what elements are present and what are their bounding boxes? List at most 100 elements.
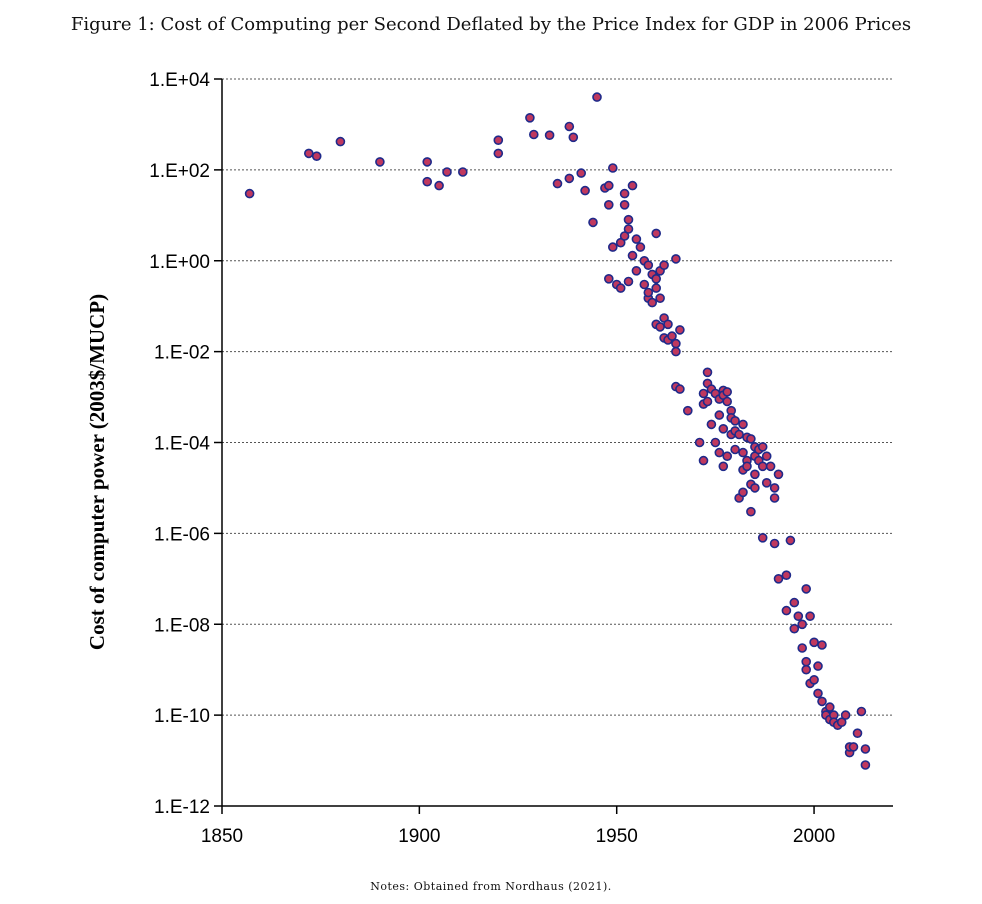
- data-point: [801, 584, 812, 594]
- data-point: [702, 396, 713, 407]
- data-point: [805, 611, 815, 622]
- data-point: [757, 461, 768, 472]
- data-point: [793, 611, 804, 622]
- data-point: [817, 640, 827, 650]
- data-point: [718, 461, 729, 472]
- data-point: [813, 661, 823, 671]
- data-point: [750, 469, 760, 480]
- data-point: [817, 696, 827, 707]
- data-point: [564, 173, 575, 184]
- y-tick-label: 1.E-12: [154, 797, 210, 818]
- data-point: [773, 573, 784, 584]
- data-point: [738, 487, 748, 498]
- data-point: [781, 570, 792, 581]
- data-point: [714, 410, 725, 420]
- data-point: [528, 129, 539, 140]
- data-point: [619, 188, 630, 199]
- y-axis-title: Cost of computer power (2003$/MUCP): [85, 294, 109, 650]
- data-point: [813, 688, 823, 699]
- data-point: [840, 710, 851, 720]
- data-point: [675, 325, 685, 335]
- data-point: [750, 483, 760, 493]
- figure-title: Figure 1: Cost of Computing per Second D…: [70, 14, 912, 35]
- data-point: [651, 228, 662, 239]
- data-point: [809, 674, 819, 685]
- data-point: [639, 279, 650, 290]
- data-point: [588, 217, 598, 228]
- data-point: [797, 619, 808, 630]
- data-point: [631, 265, 642, 276]
- y-tick-label: 1.E-06: [154, 524, 210, 545]
- data-point: [746, 506, 756, 517]
- data-point: [789, 623, 800, 634]
- data-point: [730, 444, 740, 455]
- data-point: [655, 322, 665, 332]
- data-point: [757, 442, 768, 452]
- data-point: [607, 163, 618, 173]
- data-point: [809, 637, 819, 648]
- x-tick-label: 1850: [201, 826, 243, 847]
- data-point: [525, 113, 535, 123]
- data-point: [734, 429, 744, 440]
- data-point: [667, 331, 677, 341]
- y-tick-label: 1.E+00: [149, 252, 210, 273]
- figure-notes: Notes: Obtained from Nordhaus (2021).: [370, 880, 612, 893]
- axes: [214, 78, 893, 814]
- data-point: [785, 535, 796, 546]
- y-tick-label: 1.E+04: [149, 70, 210, 91]
- data-point: [623, 214, 634, 225]
- data-point: [706, 419, 717, 430]
- data-point: [801, 656, 812, 667]
- gridlines: [222, 78, 893, 716]
- data-point: [619, 200, 630, 210]
- data-point: [714, 447, 725, 458]
- data-point: [738, 447, 748, 458]
- data-point: [493, 135, 504, 145]
- data-point: [655, 293, 665, 304]
- data-point: [852, 728, 863, 739]
- data-point: [860, 760, 871, 770]
- data-point: [761, 477, 772, 488]
- data-point: [698, 455, 709, 466]
- data-point: [623, 276, 634, 287]
- data-point: [619, 231, 630, 241]
- data-points: [244, 92, 871, 770]
- data-point: [457, 167, 468, 177]
- data-point: [671, 346, 681, 357]
- data-point: [836, 717, 847, 728]
- data-point: [757, 532, 768, 543]
- data-point: [564, 121, 575, 132]
- x-tick-label: 2000: [793, 826, 835, 847]
- data-point: [643, 260, 654, 271]
- data-point: [335, 136, 346, 147]
- data-point: [801, 664, 812, 675]
- data-point: [718, 423, 729, 434]
- data-point: [797, 643, 808, 653]
- data-point: [824, 702, 835, 712]
- data-point: [722, 451, 733, 462]
- data-point: [627, 250, 638, 261]
- y-tick-label: 1.E-08: [154, 615, 210, 636]
- data-point: [603, 200, 614, 210]
- data-point: [663, 319, 673, 330]
- data-point: [422, 157, 433, 167]
- data-point: [682, 405, 693, 416]
- data-point: [615, 283, 626, 293]
- data-point: [698, 388, 709, 399]
- data-point: [765, 461, 776, 472]
- data-point: [544, 130, 555, 140]
- data-point: [702, 367, 713, 378]
- data-point: [710, 437, 721, 448]
- data-point: [422, 176, 433, 187]
- data-point: [647, 297, 658, 308]
- data-point: [643, 287, 654, 298]
- x-tick-labels: 1850 1900 1950 2000: [201, 826, 835, 847]
- data-point: [659, 260, 669, 271]
- data-point: [651, 273, 662, 284]
- data-point: [742, 461, 752, 472]
- data-point: [603, 180, 614, 191]
- y-tick-labels: 1.E+04 1.E+02 1.E+00 1.E-02 1.E-04 1.E-06 1.E-…: [149, 70, 210, 818]
- y-tick-label: 1.E+02: [149, 161, 210, 182]
- data-point: [311, 151, 322, 161]
- data-point: [580, 185, 590, 196]
